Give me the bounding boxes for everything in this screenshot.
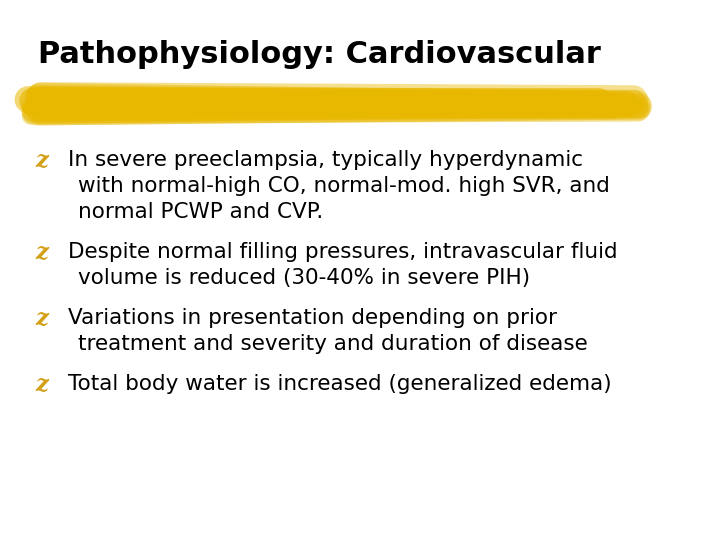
Text: with normal-high CO, normal-mod. high SVR, and: with normal-high CO, normal-mod. high SV… bbox=[78, 176, 610, 196]
Text: In severe preeclampsia, typically hyperdynamic: In severe preeclampsia, typically hyperd… bbox=[68, 150, 583, 170]
Text: Pathophysiology: Cardiovascular: Pathophysiology: Cardiovascular bbox=[38, 40, 601, 69]
Text: Despite normal filling pressures, intravascular fluid: Despite normal filling pressures, intrav… bbox=[68, 242, 618, 262]
Text: Total body water is increased (generalized edema): Total body water is increased (generaliz… bbox=[68, 374, 611, 394]
Text: treatment and severity and duration of disease: treatment and severity and duration of d… bbox=[78, 334, 588, 354]
Text: normal PCWP and CVP.: normal PCWP and CVP. bbox=[78, 202, 323, 222]
Text: Variations in presentation depending on prior: Variations in presentation depending on … bbox=[68, 308, 557, 328]
Text: volume is reduced (30-40% in severe PIH): volume is reduced (30-40% in severe PIH) bbox=[78, 268, 530, 288]
Text: z: z bbox=[35, 242, 48, 264]
Text: z: z bbox=[35, 308, 48, 330]
Text: z: z bbox=[35, 150, 48, 172]
Text: z: z bbox=[35, 374, 48, 396]
